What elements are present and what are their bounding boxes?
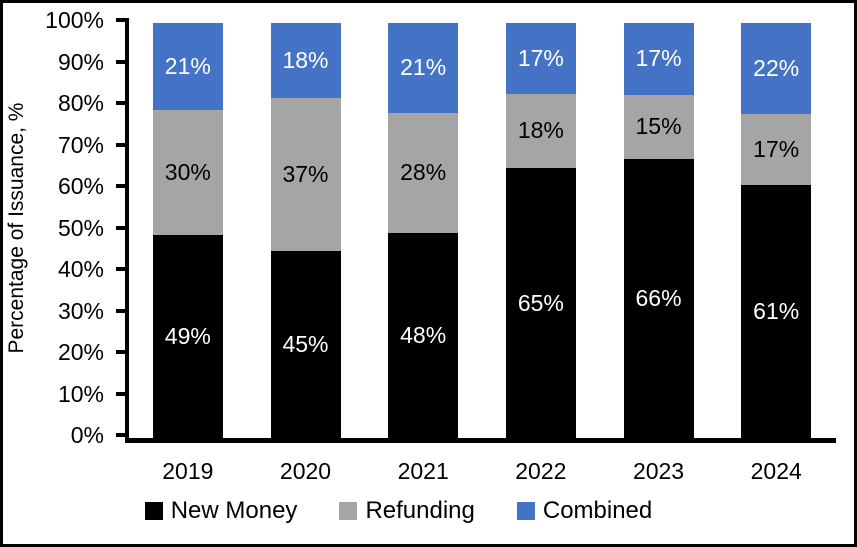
bar-segment-label: 45%	[282, 331, 329, 358]
bar-segment-new-money: 61%	[741, 184, 812, 438]
x-axis-label: 2021	[397, 458, 449, 484]
y-axis-tick-label: 80%	[57, 90, 104, 116]
x-axis-label: 2024	[750, 458, 802, 484]
bar-segment-label: 30%	[164, 158, 211, 185]
bar-segment-new-money: 66%	[623, 158, 694, 438]
y-axis-tick-labels: 0% 10% 20% 30% 40% 50% 60% 70% 80% 90% 100%	[3, 7, 104, 448]
bar-segment-label: 37%	[282, 160, 329, 187]
bar-segment-new-money: 48%	[388, 232, 459, 438]
bar-2022: 17% 18% 65%	[505, 23, 576, 438]
legend-label: Combined	[542, 497, 653, 524]
y-axis-tick	[116, 391, 125, 396]
bar-slot: 21% 28% 48%	[364, 23, 482, 438]
legend-label: New Money	[170, 497, 298, 524]
bar-segment-label: 66%	[635, 284, 682, 311]
x-axis-line	[125, 438, 836, 443]
bar-2021: 21% 28% 48%	[388, 23, 459, 438]
legend-swatch-refunding	[339, 502, 358, 520]
legend-item-new-money: New Money	[144, 497, 298, 525]
bar-segment-combined: 18%	[270, 23, 341, 98]
bar-segment-combined: 21%	[388, 23, 459, 113]
y-axis-tick	[116, 59, 125, 64]
y-axis-tick-label: 50%	[57, 214, 104, 241]
bar-segment-label: 17%	[753, 136, 800, 163]
bar-segment-refunding: 17%	[741, 114, 812, 185]
y-axis-tick-label: 60%	[57, 173, 104, 199]
bar-segment-label: 48%	[400, 321, 447, 348]
plot-area: 21% 30% 49% 18% 37% 45% 21% 28% 48% 17% 18% 65% 17% 1…	[129, 23, 835, 438]
x-axis-label: 2019	[162, 458, 214, 484]
y-axis-tick	[116, 101, 125, 105]
bar-slot: 22% 17% 61%	[717, 23, 835, 438]
y-axis-tick	[116, 184, 125, 188]
bar-segment-new-money: 45%	[270, 251, 341, 438]
legend-item-refunding: Refunding	[339, 497, 475, 525]
y-axis-tick	[116, 142, 125, 147]
bar-2023: 17% 15% 66%	[623, 23, 694, 438]
bar-segment-label: 18%	[517, 117, 564, 144]
y-axis-tick	[116, 267, 125, 271]
y-axis-tick-label: 70%	[57, 131, 104, 158]
legend-item-combined: Combined	[516, 497, 653, 525]
bar-slot: 17% 15% 66%	[600, 23, 718, 438]
bar-segment-new-money: 65%	[505, 168, 576, 438]
y-axis-tick-label: 20%	[57, 339, 104, 365]
legend-swatch-new-money	[144, 502, 163, 520]
bar-segment-label: 17%	[517, 44, 564, 71]
bar-segment-label: 21%	[164, 53, 211, 80]
legend-swatch-combined	[516, 502, 535, 520]
y-axis-tick	[116, 18, 125, 22]
x-axis-labels: 2019 2020 2021 2022 2023 2024	[129, 456, 835, 486]
bar-slot: 18% 37% 45%	[247, 23, 365, 438]
bar-segment-combined: 17%	[505, 23, 576, 94]
legend: New Money Refunding Combined	[3, 497, 854, 525]
bar-segment-refunding: 30%	[152, 110, 223, 235]
y-axis-tick	[116, 350, 125, 354]
bar-2024: 22% 17% 61%	[741, 23, 812, 438]
bar-2020: 18% 37% 45%	[270, 23, 341, 438]
bar-segment-label: 65%	[517, 289, 564, 316]
bar-segment-label: 22%	[753, 55, 800, 82]
y-axis-tick-label: 40%	[57, 256, 104, 282]
bar-segment-new-money: 49%	[152, 234, 223, 438]
y-axis-tick-label: 0%	[70, 422, 104, 448]
x-axis-label: 2023	[632, 458, 685, 484]
bar-segment-refunding: 15%	[623, 94, 694, 159]
y-axis-tick-label: 30%	[57, 297, 104, 324]
y-axis-tick	[116, 308, 125, 313]
bar-segment-label: 15%	[635, 113, 682, 140]
y-axis-tick-label: 10%	[57, 380, 104, 407]
bar-slot: 17% 18% 65%	[482, 23, 600, 438]
y-axis-tick-marks	[116, 18, 125, 437]
y-axis-tick	[116, 225, 125, 230]
bar-segment-combined: 17%	[623, 23, 694, 95]
bar-segment-label: 28%	[400, 159, 447, 186]
y-axis-line	[125, 18, 129, 443]
bar-segment-combined: 22%	[741, 23, 812, 115]
bar-2019: 21% 30% 49%	[152, 23, 223, 438]
x-axis-label: 2020	[279, 458, 332, 484]
x-axis-label: 2022	[515, 458, 567, 484]
bar-segment-refunding: 28%	[388, 112, 459, 233]
y-axis-tick-label: 100%	[45, 7, 104, 33]
bar-segment-label: 21%	[400, 54, 447, 81]
y-axis-tick	[116, 433, 125, 437]
bar-slot: 21% 30% 49%	[129, 23, 247, 438]
bar-segment-label: 18%	[282, 46, 329, 73]
bar-segment-combined: 21%	[152, 23, 223, 111]
legend-label: Refunding	[365, 497, 475, 524]
bar-segment-refunding: 37%	[270, 97, 341, 252]
bar-segment-label: 61%	[753, 297, 800, 324]
bar-segment-label: 17%	[635, 45, 682, 72]
y-axis-tick-label: 90%	[57, 48, 104, 75]
bar-segment-refunding: 18%	[505, 93, 576, 169]
bar-segment-label: 49%	[164, 322, 211, 349]
